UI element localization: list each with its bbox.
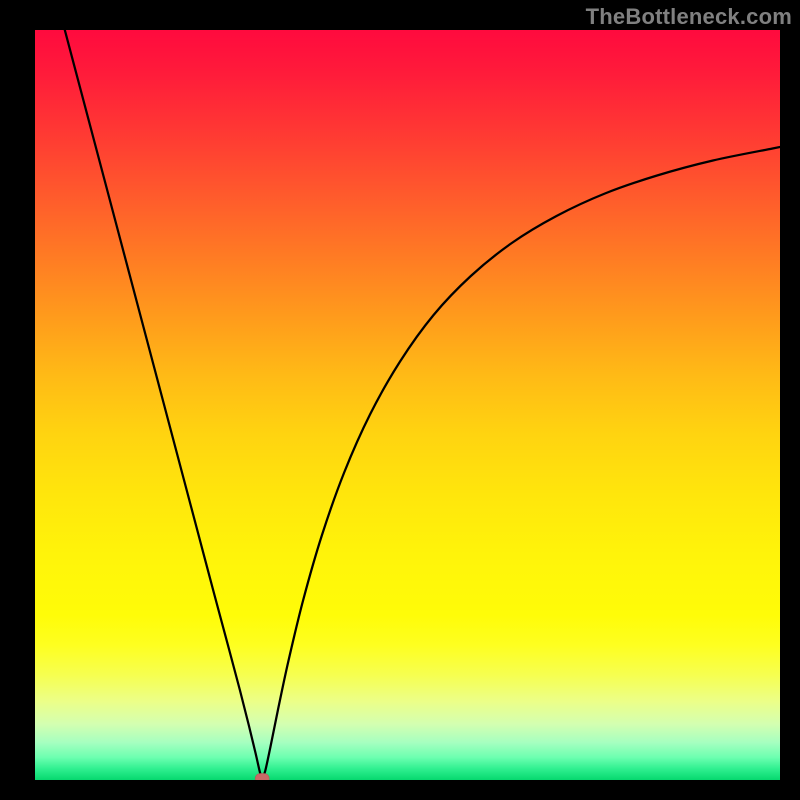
- chart-container: TheBottleneck.com: [0, 0, 800, 800]
- bottleneck-curve-chart: [0, 0, 800, 800]
- plot-background-gradient: [35, 30, 780, 780]
- watermark-text: TheBottleneck.com: [586, 4, 792, 30]
